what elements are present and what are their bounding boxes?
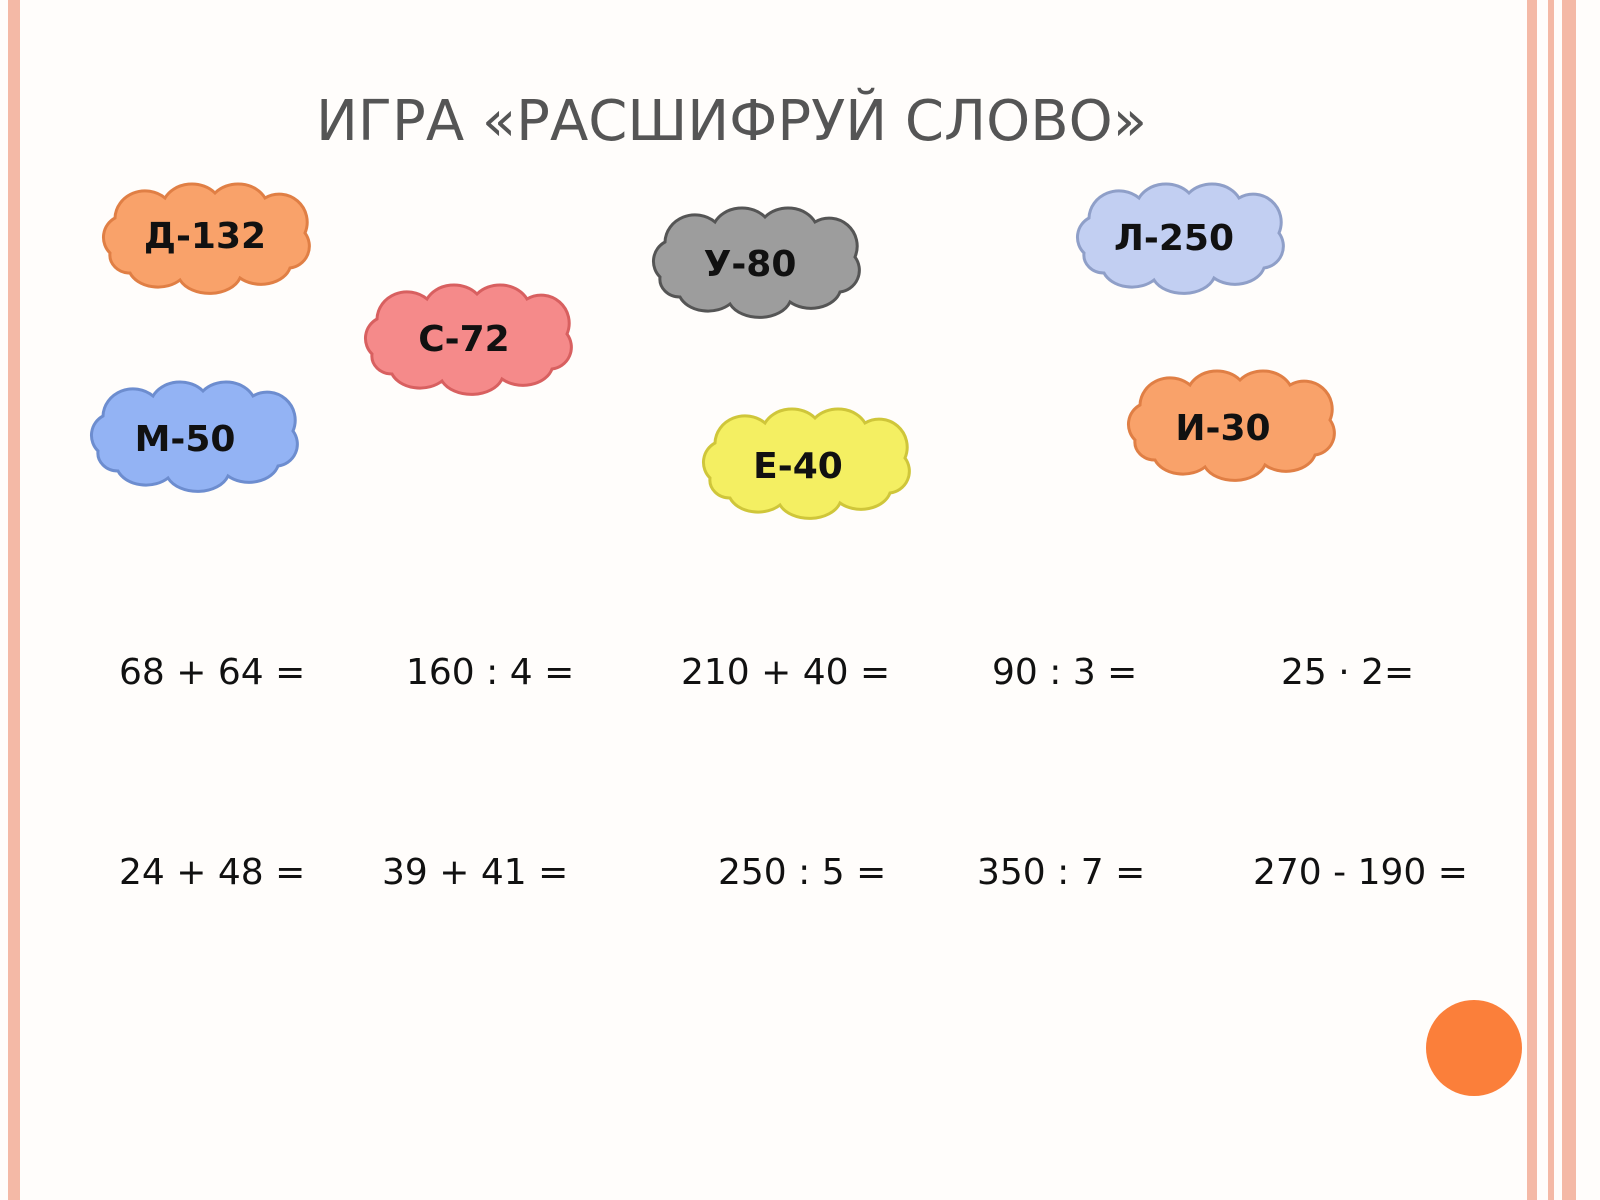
- cloud: И-30: [1126, 369, 1336, 482]
- left-border: [8, 0, 20, 1200]
- right-border: [1562, 0, 1576, 1200]
- cloud: Е-40: [701, 407, 911, 520]
- cloud-label: И-30: [1175, 408, 1270, 449]
- equation: 160 : 4 =: [406, 652, 574, 693]
- equation: 39 + 41 =: [382, 852, 568, 893]
- cloud-label: У-80: [704, 244, 797, 285]
- equation: 270 - 190 =: [1253, 852, 1468, 893]
- equation: 250 : 5 =: [718, 852, 886, 893]
- slide-button[interactable]: [1426, 1000, 1522, 1096]
- cloud-label: Д-132: [144, 216, 266, 257]
- right-border: [1527, 0, 1537, 1200]
- equation: 350 : 7 =: [977, 852, 1145, 893]
- equation: 24 + 48 =: [119, 852, 305, 893]
- cloud-label: Е-40: [753, 446, 843, 487]
- equation: 25 · 2=: [1281, 652, 1414, 693]
- cloud-label: С-72: [418, 319, 509, 360]
- cloud: С-72: [363, 283, 573, 396]
- cloud: У-80: [651, 206, 861, 319]
- equation: 68 + 64 =: [119, 652, 305, 693]
- cloud: Л-250: [1075, 182, 1285, 295]
- cloud-label: М-50: [135, 419, 236, 460]
- cloud: М-50: [89, 380, 299, 493]
- cloud: Д-132: [101, 182, 311, 295]
- equation: 90 : 3 =: [992, 652, 1137, 693]
- title: ИГРА «РАСШИФРУЙ СЛОВО»: [316, 88, 1147, 154]
- right-border: [1548, 0, 1554, 1200]
- cloud-label: Л-250: [1114, 218, 1234, 259]
- equation: 210 + 40 =: [681, 652, 890, 693]
